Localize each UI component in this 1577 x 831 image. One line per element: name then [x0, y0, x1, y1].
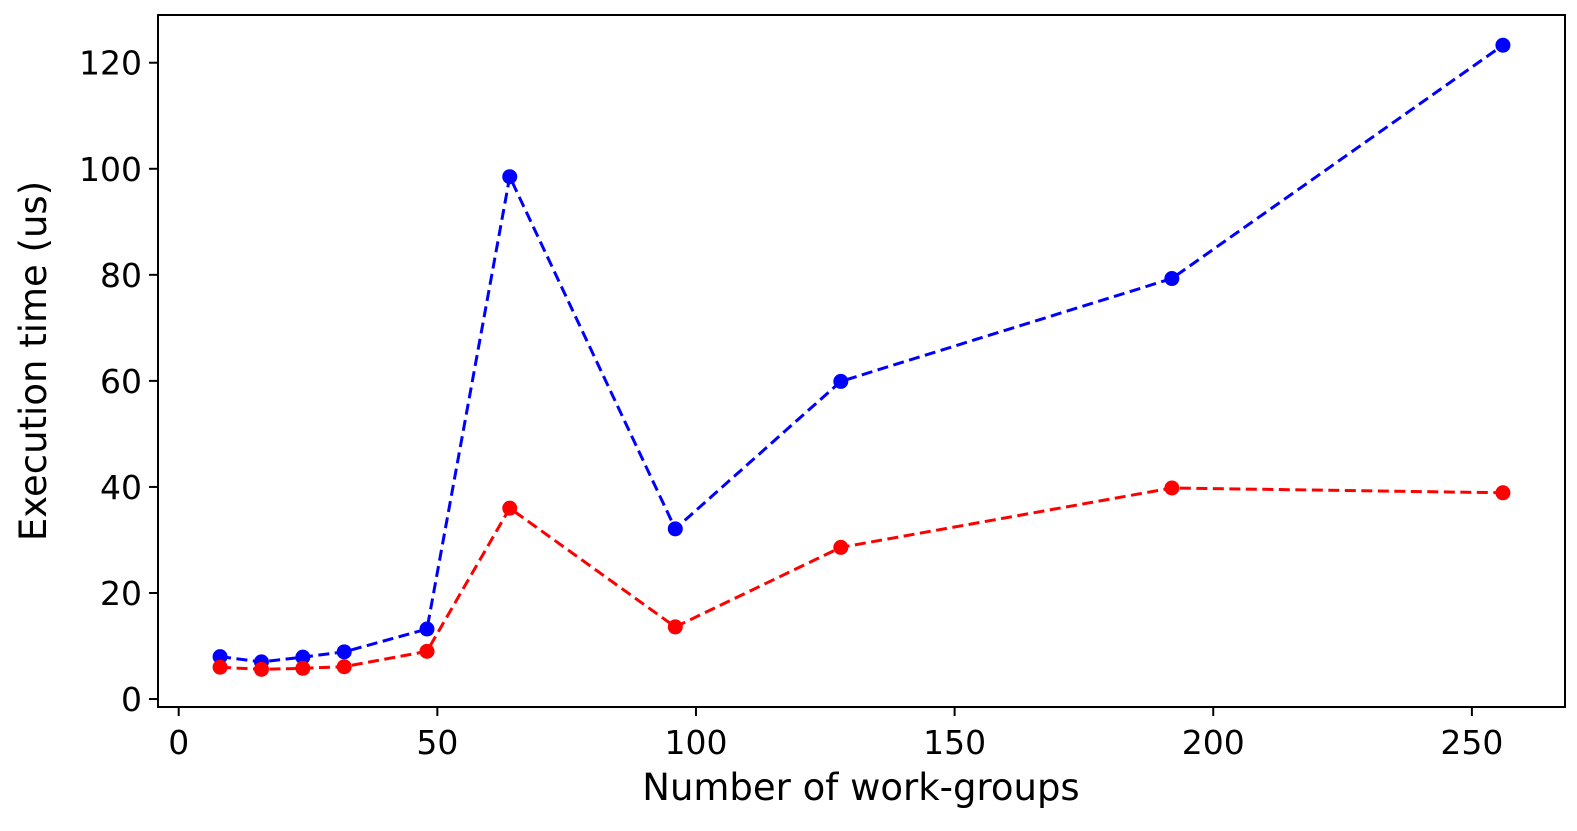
x-tick-label: 250	[1440, 723, 1503, 762]
x-tick-label: 100	[664, 723, 727, 762]
series-1-point	[1164, 271, 1180, 287]
y-tick-label: 0	[121, 680, 142, 719]
series-1-point	[419, 621, 435, 637]
series-1-point	[833, 373, 849, 389]
y-tick-label: 40	[100, 468, 142, 507]
y-axis: 0 20 40 60 80 100 120	[79, 44, 158, 719]
series-1-point	[295, 649, 311, 665]
series-2-point	[667, 619, 683, 635]
series-2-point	[253, 661, 269, 677]
series-2-point	[502, 500, 518, 516]
plot-frame	[157, 14, 1566, 708]
x-axis: 0 50 100 150 200 250	[168, 707, 1503, 762]
series-1-point	[336, 644, 352, 660]
series-2-line	[219, 486, 1503, 671]
series-1-point	[212, 649, 228, 665]
series-1-point	[1495, 37, 1511, 53]
x-tick-label: 150	[923, 723, 986, 762]
series-2-point	[336, 659, 352, 675]
y-tick-label: 120	[79, 44, 142, 83]
y-tick-label: 20	[100, 574, 142, 613]
series-2-point	[419, 643, 435, 659]
series-1-line	[219, 43, 1504, 664]
series-1-point	[667, 521, 683, 537]
series-2-point	[833, 539, 849, 555]
y-axis-label: Execution time (us)	[12, 181, 55, 541]
y-tick-label: 100	[79, 150, 142, 189]
x-axis-label: Number of work-groups	[642, 766, 1079, 809]
y-tick-label: 60	[100, 362, 142, 401]
x-tick-label: 200	[1182, 723, 1245, 762]
y-tick-label: 80	[100, 256, 142, 295]
x-tick-label: 0	[168, 723, 189, 762]
series-1	[212, 37, 1511, 670]
series-2-point	[1495, 485, 1511, 501]
series-2	[212, 480, 1511, 677]
series-2-point	[295, 660, 311, 676]
series-2-point	[212, 659, 228, 675]
series-2-point	[1164, 480, 1180, 496]
series-layer	[212, 37, 1511, 677]
series-1-point	[502, 169, 518, 185]
x-tick-label: 50	[416, 723, 458, 762]
